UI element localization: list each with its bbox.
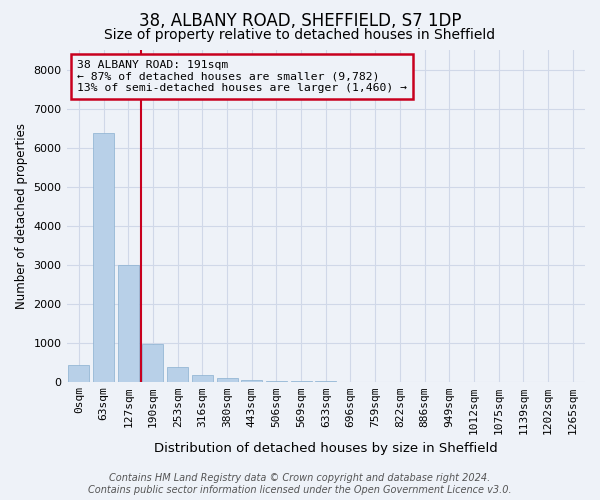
X-axis label: Distribution of detached houses by size in Sheffield: Distribution of detached houses by size … bbox=[154, 442, 497, 455]
Bar bbox=[241, 380, 262, 382]
Text: 38, ALBANY ROAD, SHEFFIELD, S7 1DP: 38, ALBANY ROAD, SHEFFIELD, S7 1DP bbox=[139, 12, 461, 30]
Bar bbox=[142, 344, 163, 382]
Bar bbox=[68, 365, 89, 382]
Bar bbox=[192, 376, 213, 382]
Text: Contains HM Land Registry data © Crown copyright and database right 2024.
Contai: Contains HM Land Registry data © Crown c… bbox=[88, 474, 512, 495]
Bar bbox=[93, 132, 114, 382]
Y-axis label: Number of detached properties: Number of detached properties bbox=[15, 123, 28, 309]
Bar bbox=[167, 367, 188, 382]
Text: Size of property relative to detached houses in Sheffield: Size of property relative to detached ho… bbox=[104, 28, 496, 42]
Text: 38 ALBANY ROAD: 191sqm
← 87% of detached houses are smaller (9,782)
13% of semi-: 38 ALBANY ROAD: 191sqm ← 87% of detached… bbox=[77, 60, 407, 93]
Bar bbox=[118, 264, 139, 382]
Bar bbox=[217, 378, 238, 382]
